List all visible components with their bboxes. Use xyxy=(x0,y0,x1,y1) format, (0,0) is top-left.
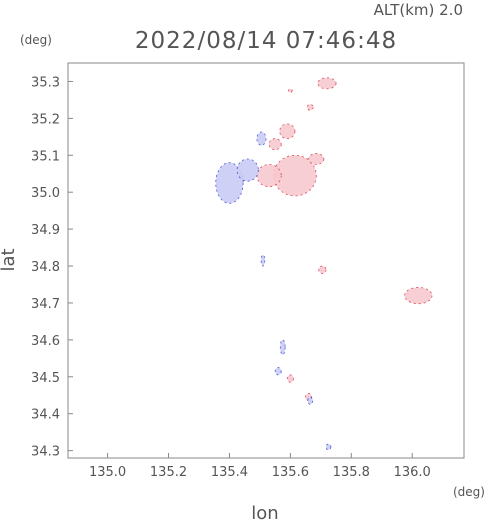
y-tick-label: 35.3 xyxy=(31,75,60,90)
positive-echo-cell xyxy=(288,88,293,93)
positive-echo-cell xyxy=(279,123,296,140)
chart-title: 2022/08/14 07:46:48 xyxy=(135,28,397,54)
y-tick-label: 34.9 xyxy=(31,223,60,238)
x-tick-label: 135.2 xyxy=(150,465,187,480)
positive-echo-cell xyxy=(317,77,337,90)
y-tick-label: 34.4 xyxy=(31,408,60,423)
negative-echo-cell xyxy=(260,254,266,267)
positive-echo-cell xyxy=(273,154,317,197)
negative-echo-cell xyxy=(274,367,282,376)
positive-echo-cell xyxy=(308,153,325,165)
y-tick-label: 35.0 xyxy=(31,186,60,201)
positive-echo-cell xyxy=(318,265,327,274)
y-tick-label: 34.7 xyxy=(31,297,60,312)
negative-echo-cell xyxy=(307,396,314,405)
y-unit-label: (deg) xyxy=(20,33,52,47)
x-axis-title: lon xyxy=(251,503,278,521)
y-tick-label: 34.3 xyxy=(31,445,60,460)
x-tick-label: 135.0 xyxy=(89,465,126,480)
echo-cells xyxy=(215,77,433,451)
y-axis-title: lat xyxy=(0,248,19,271)
x-tick-label: 136.0 xyxy=(394,465,431,480)
y-tick-label: 35.2 xyxy=(31,112,60,127)
positive-echo-cell xyxy=(256,164,282,188)
negative-echo-cell xyxy=(279,339,286,356)
positive-echo-cell xyxy=(404,287,433,305)
x-unit-label: (deg) xyxy=(453,485,485,499)
altitude-label: ALT(km) 2.0 xyxy=(374,1,463,19)
negative-echo-cell xyxy=(256,131,267,146)
positive-echo-cell xyxy=(306,103,314,111)
x-tick-label: 135.6 xyxy=(272,465,309,480)
y-tick-label: 34.6 xyxy=(31,334,60,349)
axis-ticks: 135.0 135.2 135.4 135.6 135.8 136.0 34.3 34.4 34… xyxy=(31,75,431,480)
y-tick-label: 35.1 xyxy=(31,149,60,164)
plot-area: 135.0 135.2 135.4 135.6 135.8 136.0 34.3 34.4 34… xyxy=(31,62,465,480)
y-tick-label: 34.8 xyxy=(31,260,60,275)
x-tick-label: 135.8 xyxy=(333,465,370,480)
negative-echo-cell xyxy=(236,158,259,182)
x-tick-label: 135.4 xyxy=(211,465,248,480)
negative-echo-cell xyxy=(215,162,244,204)
negative-echo-cell xyxy=(325,443,332,451)
plot-frame xyxy=(67,62,465,459)
positive-echo-cell xyxy=(268,138,282,151)
y-tick-label: 34.5 xyxy=(31,371,60,386)
positive-echo-cell xyxy=(286,374,294,383)
